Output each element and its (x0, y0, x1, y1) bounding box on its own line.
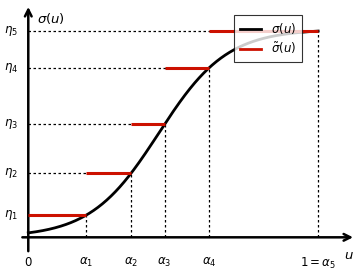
Text: $\sigma(u)$: $\sigma(u)$ (37, 11, 65, 26)
Text: $\eta_5$: $\eta_5$ (4, 24, 18, 38)
Text: $\eta_4$: $\eta_4$ (4, 60, 18, 75)
Text: $\eta_1$: $\eta_1$ (4, 208, 18, 222)
Text: $\eta_2$: $\eta_2$ (4, 166, 18, 180)
Text: $\alpha_3$: $\alpha_3$ (157, 256, 172, 269)
Legend: $\sigma(u)$, $\tilde{\sigma}(u)$: $\sigma(u)$, $\tilde{\sigma}(u)$ (234, 15, 302, 62)
Text: $\alpha_1$: $\alpha_1$ (79, 256, 93, 269)
Text: $\eta_3$: $\eta_3$ (4, 117, 18, 131)
Text: $1=\alpha_5$: $1=\alpha_5$ (300, 256, 336, 271)
Text: $\alpha_4$: $\alpha_4$ (202, 256, 217, 269)
Text: $\alpha_2$: $\alpha_2$ (124, 256, 138, 269)
Text: $0$: $0$ (24, 256, 33, 269)
Text: $u$: $u$ (345, 249, 354, 262)
